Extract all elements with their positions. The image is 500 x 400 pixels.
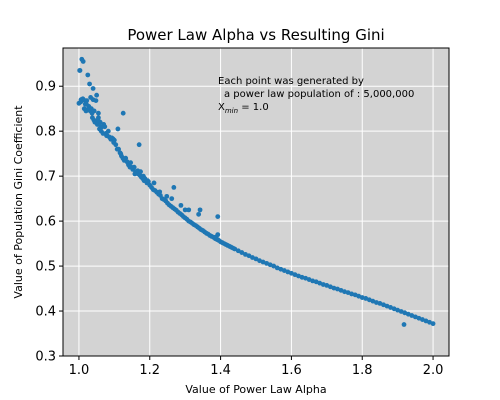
data-point <box>83 101 89 107</box>
data-point <box>169 196 175 202</box>
data-point <box>128 160 134 166</box>
data-point <box>115 126 121 132</box>
data-point <box>215 214 221 220</box>
annotation-box: Each point was generated by a power law … <box>218 76 414 115</box>
y-tick-label: 0.6 <box>35 215 56 230</box>
data-point <box>182 207 188 213</box>
data-point <box>102 124 108 130</box>
data-point <box>196 211 202 217</box>
scatter-points <box>76 56 436 327</box>
data-point <box>138 169 143 175</box>
data-point <box>430 321 436 327</box>
data-point <box>132 171 138 177</box>
x-axis-ticks: 1.0 1.2 1.4 1.6 1.8 2.0 <box>69 356 444 378</box>
data-point <box>145 178 151 184</box>
data-point <box>100 131 106 136</box>
data-point <box>253 256 259 262</box>
data-point <box>120 110 126 116</box>
data-point <box>86 106 91 112</box>
y-axis-label: Value of Population Gini Coefficient <box>12 105 25 299</box>
data-point <box>157 189 163 195</box>
annotation-subscript: min <box>225 107 238 115</box>
x-tick-label: 1.0 <box>69 363 90 378</box>
data-point <box>94 92 100 98</box>
y-tick-label: 0.3 <box>35 350 56 365</box>
y-axis-ticks: 0.3 0.4 0.5 0.6 0.7 0.8 0.9 <box>35 80 63 365</box>
data-point <box>82 98 88 104</box>
x-tick-label: 1.4 <box>210 363 231 378</box>
data-point <box>87 81 92 87</box>
data-point <box>246 253 252 259</box>
data-point <box>118 151 124 157</box>
data-point <box>111 140 117 145</box>
data-point <box>88 95 94 100</box>
data-point <box>164 193 170 199</box>
data-point <box>197 207 203 213</box>
y-tick-label: 0.4 <box>35 305 56 320</box>
annotation-value: = 1.0 <box>238 102 269 113</box>
data-point <box>401 322 407 327</box>
data-point <box>215 232 221 237</box>
data-point <box>77 68 83 73</box>
annotation-line-3: Xmin = 1.0 <box>218 102 269 115</box>
grid-lines <box>63 48 449 357</box>
annotation-var: X <box>218 102 225 113</box>
x-tick-label: 1.2 <box>139 363 160 378</box>
chart-title: Power Law Alpha vs Resulting Gini <box>127 26 384 44</box>
data-point <box>186 207 192 213</box>
data-point <box>171 184 177 190</box>
data-point <box>239 250 245 255</box>
data-point <box>85 72 91 78</box>
data-point <box>121 156 126 162</box>
y-tick-label: 0.8 <box>35 125 56 140</box>
data-point <box>116 146 121 152</box>
data-point <box>235 248 241 254</box>
annotation-line-2: a power law population of : 5,000,000 <box>224 89 414 100</box>
data-point <box>107 135 113 141</box>
data-point <box>131 164 137 170</box>
data-point <box>271 263 277 269</box>
data-point <box>80 59 86 64</box>
data-point <box>136 142 142 148</box>
y-tick-label: 0.5 <box>35 260 56 275</box>
data-point <box>105 128 111 134</box>
y-tick-label: 0.7 <box>35 170 56 185</box>
data-point <box>91 108 97 114</box>
x-axis-label: Value of Power Law Alpha <box>185 383 326 396</box>
data-point <box>178 202 184 208</box>
data-point <box>232 246 238 252</box>
y-tick-label: 0.9 <box>35 80 56 95</box>
data-point <box>96 110 101 116</box>
x-tick-label: 1.6 <box>281 363 302 378</box>
plot-frame <box>62 47 450 357</box>
data-point <box>90 86 96 91</box>
annotation-line-1: Each point was generated by <box>218 76 364 87</box>
data-point <box>93 98 99 104</box>
data-point <box>151 180 157 186</box>
data-point <box>95 117 101 123</box>
data-point <box>104 133 109 139</box>
x-tick-label: 2.0 <box>423 363 444 378</box>
data-point <box>98 124 104 130</box>
x-tick-label: 1.8 <box>352 363 373 378</box>
